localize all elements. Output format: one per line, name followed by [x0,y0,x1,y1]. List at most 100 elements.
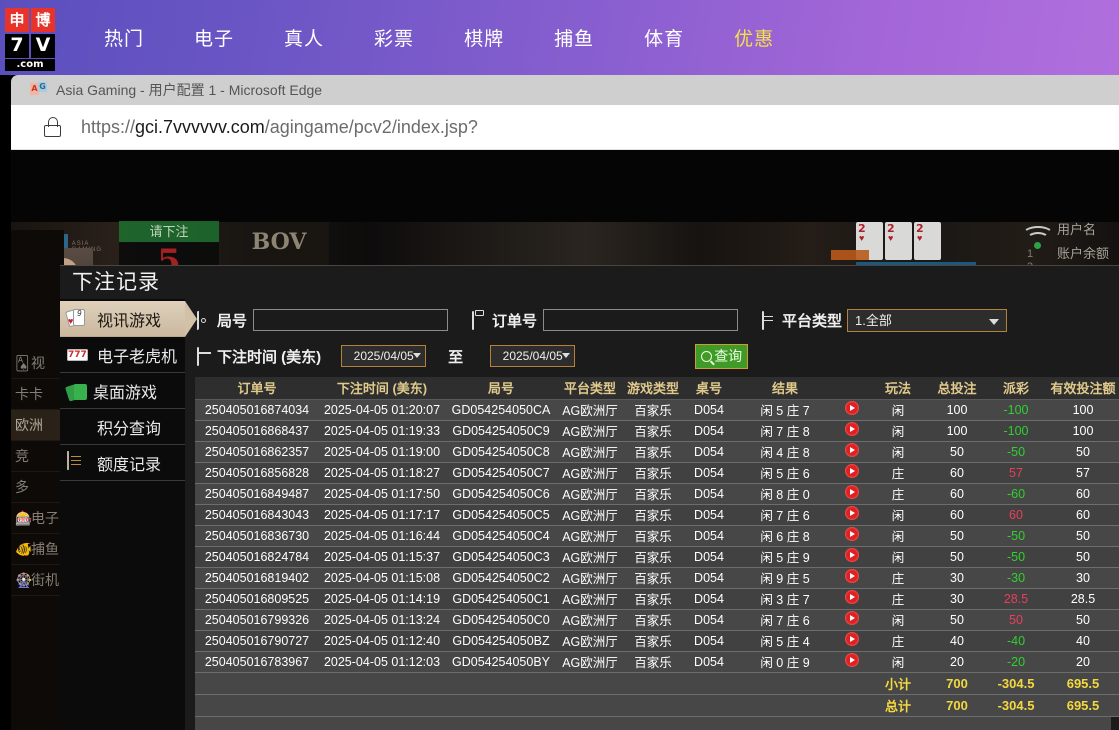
th-bet-time[interactable]: 下注时间 (美东) [319,377,445,400]
play-video-icon[interactable] [845,443,859,457]
th-valid-bet[interactable]: 有效投注额 [1045,377,1119,400]
nav-item-chess[interactable]: 棋牌 [464,29,505,50]
play-video-icon[interactable] [845,611,859,625]
cell-result: 闲 9 庄 5 [735,567,835,589]
cell-result: 闲 5 庄 4 [735,630,835,652]
rail-item-slots[interactable]: 🎰电子 [11,503,64,534]
play-video-icon[interactable] [845,464,859,478]
table-row[interactable]: 250405016874034 2025-04-05 01:20:07 GD0542… [195,399,1119,421]
cell-round-number: GD054254050C7 [445,462,557,484]
site-logo[interactable]: 申 博 7 V .com [5,7,57,71]
cell-video-play[interactable] [835,504,869,526]
cell-video-play[interactable] [835,609,869,631]
th-play-type[interactable]: 玩法 [869,377,927,400]
rail-item-arcade[interactable]: 🎡街机 [11,565,64,596]
rail-item-duo[interactable]: 多 [11,472,64,503]
table-row[interactable]: 250405016843043 2025-04-05 01:17:17 GD0542… [195,504,1119,526]
th-table-number[interactable]: 桌号 [683,377,735,400]
table-row[interactable]: 250405016799326 2025-04-05 01:13:24 GD0542… [195,609,1119,631]
cell-round-number: GD054254050C3 [445,546,557,568]
cell-order-number: 250405016809525 [195,588,319,610]
play-video-icon[interactable] [845,569,859,583]
total-empty-cell [195,694,319,717]
table-row[interactable]: 250405016856828 2025-04-05 01:18:27 GD0542… [195,462,1119,484]
cell-video-play[interactable] [835,567,869,589]
cell-video-play[interactable] [835,462,869,484]
th-round-number[interactable]: 局号 [445,377,557,400]
cell-video-play[interactable] [835,546,869,568]
rail-item-europe[interactable]: 欧洲 [11,410,64,441]
th-total-bet[interactable]: 总投注 [927,377,987,400]
table-row[interactable]: 250405016809525 2025-04-05 01:14:19 GD0542… [195,588,1119,610]
play-video-icon[interactable] [845,422,859,436]
sidebar-item-slot-machines[interactable]: 777 电子老虎机 [60,337,185,373]
sidebar-item-points-query[interactable]: 积分查询 [60,409,185,445]
play-video-icon[interactable] [845,527,859,541]
play-video-icon[interactable] [845,632,859,646]
nav-item-slots[interactable]: 电子 [194,29,235,50]
table-row[interactable]: 250405016790727 2025-04-05 01:12:40 GD0542… [195,630,1119,652]
nav-item-promotions[interactable]: 优惠 [734,29,775,50]
play-video-icon[interactable] [845,485,859,499]
browser-address-bar[interactable]: https://gci.7vvvvvv.com/agingame/pcv2/in… [11,105,1119,150]
chevron-down-icon [562,353,571,358]
cell-result: 闲 7 庄 6 [735,504,835,526]
table-row[interactable]: 250405016783967 2025-04-05 01:12:03 GD0542… [195,651,1119,673]
cell-payout: -50 [987,441,1045,463]
date-to-picker[interactable]: 2025/04/05 [490,345,576,367]
nav-item-fishing[interactable]: 捕鱼 [554,29,595,50]
rail-item-jing[interactable]: 竞 [11,441,64,472]
url-host: gci.7vvvvvv.com [135,116,265,137]
sidebar-item-video-games[interactable]: ♥ 9 视讯游戏 [60,301,197,337]
sidebar-item-table-games[interactable]: 桌面游戏 [60,373,185,409]
cell-play-type: 闲 [869,420,927,442]
rail-item-kaka[interactable]: 卡卡 [11,379,64,410]
rail-item-fishing[interactable]: 🐠捕鱼 [11,534,64,565]
cell-round-number: GD054254050C1 [445,588,557,610]
table-row[interactable]: 250405016824784 2025-04-05 01:15:37 GD0542… [195,546,1119,568]
th-result[interactable]: 结果 [735,377,835,400]
query-button[interactable]: 查询 [695,343,749,369]
th-payout[interactable]: 派彩 [987,377,1045,400]
play-video-icon[interactable] [845,506,859,520]
cell-table-number: D054 [683,588,735,610]
nav-item-hot[interactable]: 热门 [104,29,145,50]
cell-video-play[interactable] [835,420,869,442]
th-order-number[interactable]: 订单号 [195,377,319,400]
nav-item-sports[interactable]: 体育 [644,29,685,50]
cell-video-play[interactable] [835,651,869,673]
play-video-icon[interactable] [845,548,859,562]
order-number-input[interactable] [543,309,739,331]
nav-item-live[interactable]: 真人 [284,29,325,50]
play-video-icon[interactable] [845,590,859,604]
rail-item-video[interactable]: 🂡 视 [11,348,64,379]
table-row[interactable]: 250405016862357 2025-04-05 01:19:00 GD0542… [195,441,1119,463]
th-platform-type[interactable]: 平台类型 [557,377,623,400]
cell-video-play[interactable] [835,483,869,505]
sidebar-item-credit-records[interactable]: 额度记录 [60,445,185,481]
table-row[interactable]: 250405016819402 2025-04-05 01:15:08 GD0542… [195,567,1119,589]
date-from-picker[interactable]: 2025/04/05 [341,345,427,367]
play-video-icon[interactable] [845,401,859,415]
total-bet: 700 [927,672,987,695]
cell-order-number: 250405016783967 [195,651,319,673]
th-game-type[interactable]: 游戏类型 [623,377,683,400]
nav-item-lottery[interactable]: 彩票 [374,29,415,50]
cell-play-type: 庄 [869,567,927,589]
cell-video-play[interactable] [835,525,869,547]
url-path: /agingame/pcv2/index.jsp? [264,116,478,137]
table-row[interactable]: 250405016849487 2025-04-05 01:17:50 GD0542… [195,483,1119,505]
cell-total-bet: 60 [927,462,987,484]
cell-video-play[interactable] [835,441,869,463]
cell-order-number: 250405016874034 [195,399,319,421]
cell-video-play[interactable] [835,588,869,610]
platform-type-select[interactable]: 1.全部 [847,308,1008,332]
cell-valid-bet: 50 [1045,546,1119,568]
cell-video-play[interactable] [835,399,869,421]
round-number-input[interactable] [253,309,449,331]
table-row[interactable]: 250405016836730 2025-04-05 01:16:44 GD0542… [195,525,1119,547]
play-video-icon[interactable] [845,653,859,667]
table-row[interactable]: 250405016868437 2025-04-05 01:19:33 GD0542… [195,420,1119,442]
cell-video-play[interactable] [835,630,869,652]
address-bar-url[interactable]: https://gci.7vvvvvv.com/agingame/pcv2/in… [81,117,478,138]
